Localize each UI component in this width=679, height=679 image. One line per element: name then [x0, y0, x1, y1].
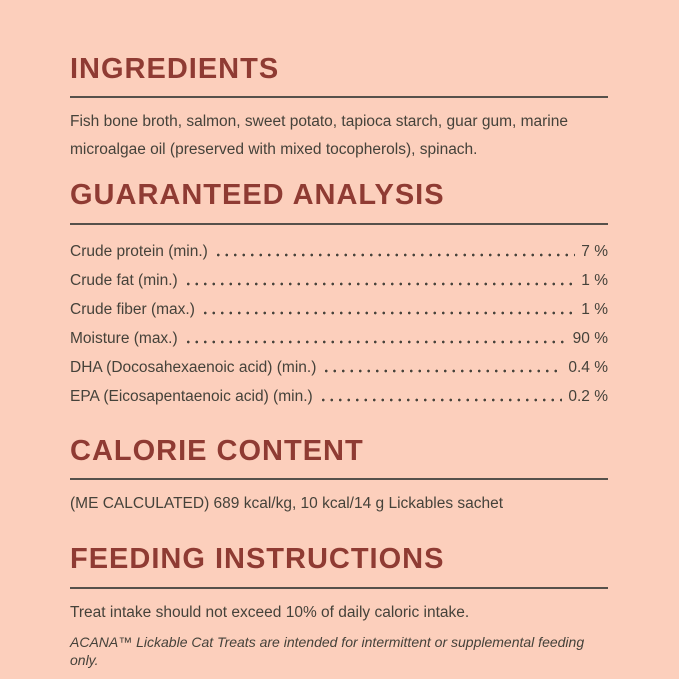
analysis-row: Crude protein (min.) 7 % — [70, 232, 608, 261]
feeding-instructions-text: Treat intake should not exceed 10% of da… — [70, 603, 470, 621]
section-divider — [70, 586, 608, 589]
analysis-label: Crude fat (min.) — [70, 272, 178, 290]
analysis-value: 7 % — [581, 243, 608, 261]
calorie-content-section: CALORIE CONTENT (ME CALCULATED) 689 kcal… — [70, 434, 608, 518]
analysis-value: 90 % — [572, 330, 608, 348]
analysis-row: EPA (Eicosapentaenoic acid) (min.) 0.2 % — [70, 377, 608, 406]
ingredients-section: INGREDIENTS Fish bone broth, salmon, swe… — [70, 54, 608, 164]
feeding-footnote: ACANA™ Lickable Cat Treats are intended … — [70, 633, 585, 668]
section-divider — [70, 478, 608, 481]
analysis-value: 0.4 % — [568, 359, 608, 377]
guaranteed-analysis-section: GUARANTEED ANALYSIS Crude protein (min.)… — [70, 180, 608, 405]
analysis-table: Crude protein (min.) 7 % Crude fat (min.… — [70, 232, 608, 406]
analysis-label: Moisture (max.) — [70, 330, 178, 348]
feeding-instructions-section: FEEDING INSTRUCTIONS Treat intake should… — [70, 544, 608, 669]
analysis-row: Crude fat (min.) 1 % — [70, 261, 608, 290]
section-divider — [70, 222, 608, 225]
section-divider — [70, 96, 608, 99]
label-content: INGREDIENTS Fish bone broth, salmon, swe… — [70, 54, 608, 669]
dot-leader — [318, 397, 563, 402]
feeding-instructions-title: FEEDING INSTRUCTIONS — [70, 543, 445, 576]
analysis-value: 1 % — [581, 272, 608, 290]
analysis-label: Crude protein (min.) — [70, 243, 208, 261]
dot-leader — [183, 339, 567, 344]
ingredients-title: INGREDIENTS — [70, 53, 280, 85]
dot-leader — [200, 310, 576, 315]
analysis-label: DHA (Docosahexaenoic acid) (min.) — [70, 359, 317, 377]
calorie-content-title: CALORIE CONTENT — [70, 434, 364, 467]
dot-leader — [322, 368, 563, 373]
analysis-row: Crude fiber (max.) 1 % — [70, 290, 608, 319]
analysis-value: 0.2 % — [568, 388, 608, 406]
ingredients-text: Fish bone broth, salmon, sweet potato, t… — [70, 113, 568, 159]
dot-leader — [183, 281, 576, 286]
analysis-label: Crude fiber (max.) — [70, 301, 195, 319]
analysis-row: DHA (Docosahexaenoic acid) (min.) 0.4 % — [70, 348, 608, 377]
analysis-value: 1 % — [581, 301, 608, 319]
analysis-label: EPA (Eicosapentaenoic acid) (min.) — [70, 388, 313, 406]
calorie-content-text: (ME CALCULATED) 689 kcal/kg, 10 kcal/14 … — [70, 495, 504, 513]
analysis-row: Moisture (max.) 90 % — [70, 319, 608, 348]
guaranteed-analysis-title: GUARANTEED ANALYSIS — [70, 179, 445, 212]
dot-leader — [213, 252, 576, 257]
